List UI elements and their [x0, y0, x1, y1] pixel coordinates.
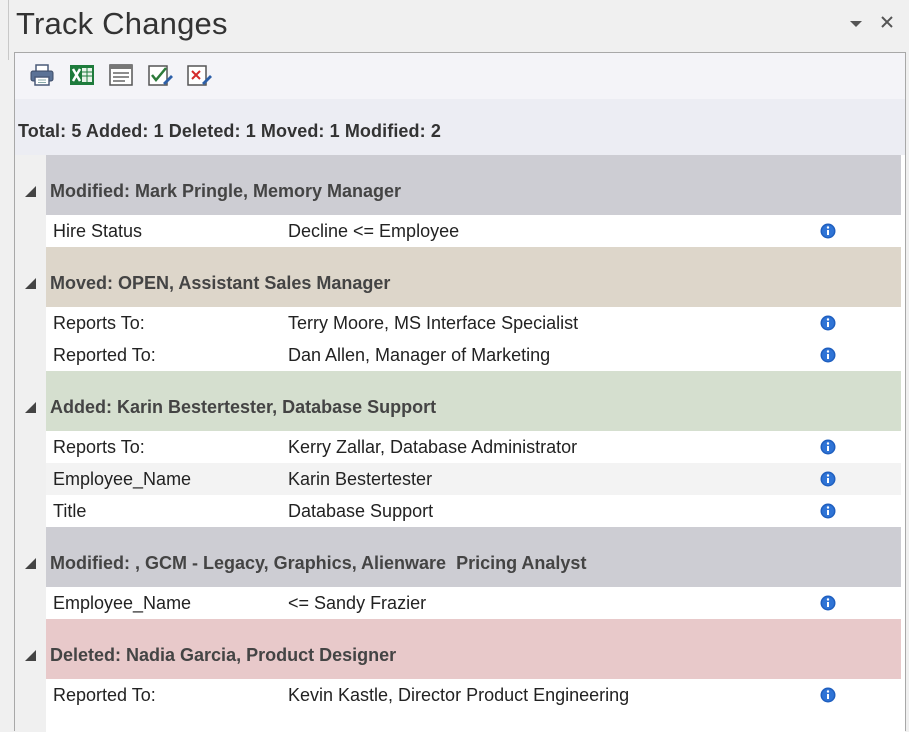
field-name: Reported To: — [53, 685, 156, 705]
group-header[interactable]: Modified: , GCM - Legacy, Graphics, Alie… — [15, 527, 905, 587]
field-value: Dan Allen, Manager of Marketing — [288, 345, 551, 365]
field-name: Employee_Name — [53, 593, 192, 613]
change-row[interactable]: Employee_Name Karin Bestertester — [46, 463, 901, 495]
excel-icon — [70, 65, 94, 85]
left-edge — [0, 0, 10, 731]
info-icon[interactable] — [820, 223, 836, 239]
reject-changes-button[interactable] — [184, 61, 214, 89]
summary-bar: Total: 5 Added: 1 Deleted: 1 Moved: 1 Mo… — [15, 99, 905, 155]
field-value: Kerry Zallar, Database Administrator — [288, 437, 578, 457]
collapse-triangle-icon[interactable] — [25, 650, 36, 661]
info-icon[interactable] — [820, 439, 836, 455]
collapse-triangle-icon[interactable] — [25, 402, 36, 413]
field-name: Employee_Name — [53, 469, 192, 489]
print-button[interactable] — [27, 61, 57, 89]
group-header-label: Deleted: Nadia Garcia, Product Designer — [50, 645, 397, 665]
export-excel-button[interactable] — [67, 61, 97, 89]
close-icon[interactable] — [876, 12, 898, 34]
field-value: Kevin Kastle, Director Product Engineeri… — [288, 685, 630, 705]
window-title: Track Changes — [16, 6, 228, 41]
change-row[interactable]: Reported To: Dan Allen, Manager of Marke… — [46, 339, 901, 371]
changes-list: Modified: Mark Pringle, Memory Manager H… — [15, 155, 905, 732]
info-icon[interactable] — [820, 347, 836, 363]
field-name: Hire Status — [53, 221, 143, 241]
field-value: Karin Bestertester — [288, 469, 433, 489]
change-row[interactable]: Reported To: Kevin Kastle, Director Prod… — [46, 679, 901, 711]
group-header-label: Moved: OPEN, Assistant Sales Manager — [50, 273, 391, 293]
change-row[interactable]: Title Database Support — [46, 495, 901, 527]
collapse-triangle-icon[interactable] — [25, 278, 36, 289]
info-icon[interactable] — [820, 687, 836, 703]
change-summary: Total: 5 Added: 1 Deleted: 1 Moved: 1 Mo… — [18, 121, 441, 141]
field-name: Reports To: — [53, 313, 145, 333]
collapse-triangle-icon[interactable] — [25, 558, 36, 569]
change-row[interactable]: Reports To: Terry Moore, MS Interface Sp… — [46, 307, 901, 339]
field-name: Reported To: — [53, 345, 156, 365]
field-name: Title — [53, 501, 87, 521]
track-changes-panel: Total: 5 Added: 1 Deleted: 1 Moved: 1 Mo… — [14, 52, 906, 732]
info-icon[interactable] — [820, 503, 836, 519]
field-value: Terry Moore, MS Interface Specialist — [288, 313, 579, 333]
field-value: <= Sandy Frazier — [288, 593, 427, 613]
toolbar — [15, 53, 905, 99]
group-header-label: Modified: Mark Pringle, Memory Manager — [50, 181, 402, 201]
collapse-triangle-icon[interactable] — [25, 186, 36, 197]
info-icon[interactable] — [820, 471, 836, 487]
field-name: Reports To: — [53, 437, 145, 457]
field-value: Database Support — [288, 501, 434, 521]
change-row[interactable]: Employee_Name <= Sandy Frazier — [46, 587, 901, 619]
group-header[interactable]: Moved: OPEN, Assistant Sales Manager — [15, 247, 905, 307]
change-row[interactable]: Reports To: Kerry Zallar, Database Admin… — [46, 431, 901, 463]
gutter — [15, 155, 46, 732]
chevron-down-icon[interactable] — [845, 12, 867, 34]
change-row[interactable]: Hire Status Decline <= Employee — [46, 215, 901, 247]
group-header[interactable]: Added: Karin Bestertester, Database Supp… — [15, 371, 905, 431]
info-icon[interactable] — [820, 315, 836, 331]
printer-icon — [30, 64, 54, 86]
group-header-label: Modified: , GCM - Legacy, Graphics, Alie… — [50, 553, 587, 573]
group-header-label: Added: Karin Bestertester, Database Supp… — [50, 397, 437, 417]
info-icon[interactable] — [820, 595, 836, 611]
report-button[interactable] — [106, 61, 136, 89]
accept-check-icon — [148, 65, 173, 86]
title-bar: Track Changes — [12, 0, 907, 50]
group-header[interactable]: Modified: Mark Pringle, Memory Manager — [15, 155, 905, 215]
document-list-icon — [109, 64, 133, 86]
reject-x-icon — [187, 65, 212, 86]
group-header[interactable]: Deleted: Nadia Garcia, Product Designer — [15, 619, 905, 679]
accept-changes-button[interactable] — [145, 61, 175, 89]
field-value: Decline <= Employee — [288, 221, 460, 241]
